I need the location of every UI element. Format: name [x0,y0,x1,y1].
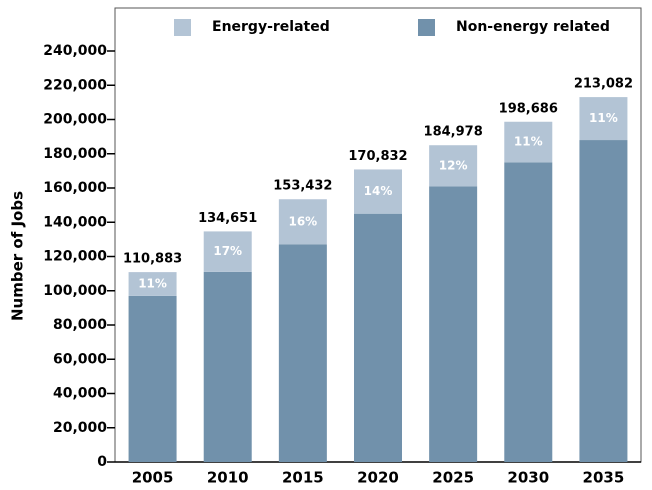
legend-swatch [174,19,191,36]
y-tick-label: 160,000 [43,180,107,196]
bar-segment [429,186,478,462]
x-tick-label: 2010 [207,469,249,487]
share-label: 11% [138,277,167,291]
x-tick-label: 2030 [507,469,549,487]
y-tick-label: 240,000 [43,43,107,59]
total-label: 170,832 [348,149,407,164]
y-tick-label: 60,000 [53,351,107,367]
share-label: 12% [439,158,468,172]
x-tick-label: 2020 [357,469,399,487]
share-label: 11% [589,111,618,125]
y-tick-label: 140,000 [43,214,107,230]
x-tick-label: 2025 [432,469,474,487]
bar-segment [203,271,252,462]
x-tick-label: 2005 [132,469,174,487]
bar-segment [128,295,177,462]
y-tick-label: 100,000 [43,283,107,299]
share-label: 11% [514,135,543,149]
share-label: 17% [213,244,242,258]
total-label: 198,686 [499,101,558,116]
y-tick-label: 120,000 [43,249,107,265]
bar-segment [504,162,553,462]
y-tick-label: 0 [97,454,107,470]
total-label: 184,978 [424,125,483,140]
x-tick-label: 2035 [583,469,625,487]
x-tick-label: 2015 [282,469,324,487]
total-label: 153,432 [273,179,332,194]
total-label: 213,082 [574,77,633,92]
bar-segment [429,145,478,187]
bar-segment [278,244,327,462]
y-tick-label: 40,000 [53,386,107,402]
bar-segment [354,169,402,214]
y-tick-label: 220,000 [43,77,107,93]
legend-swatch [418,19,435,36]
y-tick-label: 80,000 [53,317,107,333]
y-tick-label: 20,000 [53,420,107,436]
bar-segment [203,231,252,272]
legend-label: Non-energy related [456,19,610,35]
bar-segment [128,272,177,296]
bar-segment [504,121,553,163]
share-label: 14% [364,184,393,198]
bar-segment [579,97,628,141]
bar-segment [579,140,628,463]
y-tick-label: 180,000 [43,146,107,162]
bar-segment [278,199,327,245]
total-label: 134,651 [198,211,257,226]
legend-label: Energy-related [212,19,330,35]
y-axis-label: Number of Jobs [9,191,27,321]
total-label: 110,883 [123,252,182,267]
share-label: 16% [288,214,317,228]
y-tick-label: 200,000 [43,112,107,128]
bar-segment [354,213,402,462]
